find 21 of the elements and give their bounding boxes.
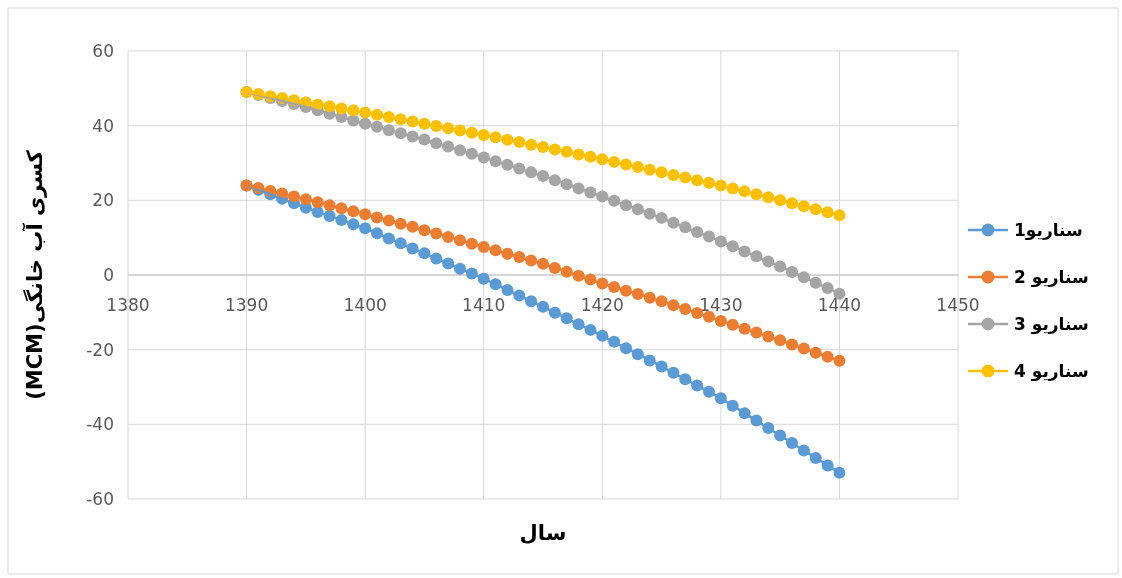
legend-label: سناریو1 bbox=[1014, 220, 1083, 241]
y-tick-label: 0 bbox=[103, 265, 114, 285]
x-tick-label: 1420 bbox=[580, 295, 624, 315]
legend-label: سناریو 2 bbox=[1014, 267, 1089, 288]
x-tick-label: 1380 bbox=[106, 295, 150, 315]
legend-label: سناریو 4 bbox=[1014, 361, 1089, 382]
y-tick-label: -40 bbox=[86, 414, 114, 435]
legend-label: سناریو 3 bbox=[1014, 314, 1089, 335]
x-tick-label: 1450 bbox=[936, 295, 980, 315]
x-tick-label: 1390 bbox=[224, 295, 269, 315]
x-tick-label: 1430 bbox=[699, 295, 743, 315]
y-tick-label: 20 bbox=[92, 190, 114, 211]
y-axis-title: کسری آب خانگی(MCM) bbox=[22, 149, 47, 400]
y-tick-label: -20 bbox=[86, 339, 114, 360]
y-tick-label: -60 bbox=[86, 489, 114, 509]
x-tick-label: 1400 bbox=[343, 295, 387, 315]
x-axis-title: سال bbox=[519, 521, 567, 545]
y-tick-label: 60 bbox=[92, 41, 114, 61]
x-tick-label: 1440 bbox=[817, 295, 862, 315]
x-tick-label: 1410 bbox=[462, 295, 506, 315]
y-tick-label: 40 bbox=[92, 115, 114, 136]
